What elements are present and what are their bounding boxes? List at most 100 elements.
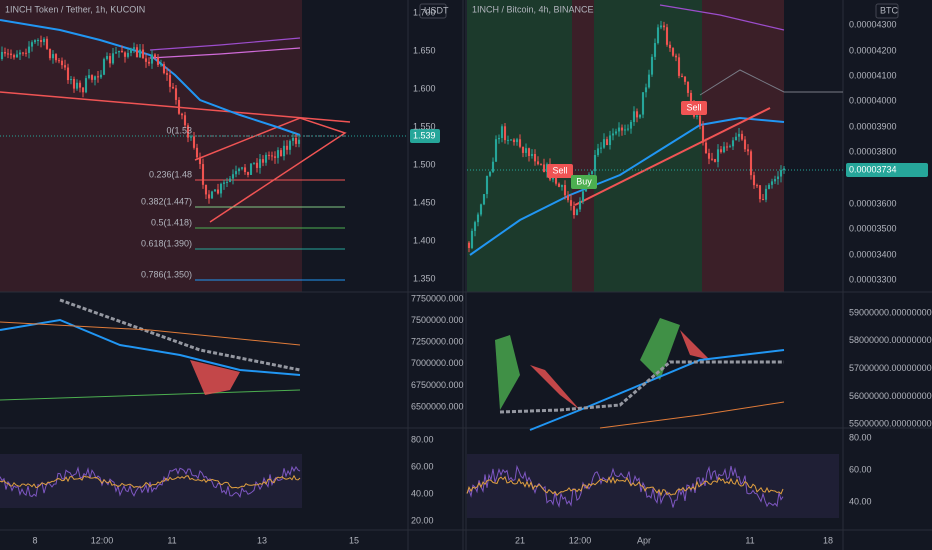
candle: [620, 127, 624, 131]
candle: [237, 168, 241, 172]
rsi-label: 20.00: [411, 515, 434, 525]
candle: [144, 58, 148, 62]
candle: [683, 76, 687, 82]
candle: [279, 150, 283, 157]
candle: [291, 137, 295, 141]
rsi-label: 40.00: [411, 488, 434, 498]
candle: [93, 76, 97, 80]
candle: [482, 194, 486, 205]
price-label: 0.00003600: [849, 198, 897, 208]
time-label: 21: [515, 535, 525, 545]
candle: [117, 50, 121, 53]
candle: [503, 126, 507, 141]
candle: [201, 164, 205, 185]
time-label: 12:00: [569, 535, 592, 545]
candle: [755, 185, 759, 187]
candle: [689, 92, 693, 102]
candle: [734, 136, 738, 141]
time-label: 11: [745, 535, 754, 545]
candle: [186, 125, 190, 138]
candle: [713, 159, 717, 162]
candle: [33, 40, 37, 43]
indicator-label: 7000000.000: [411, 358, 464, 368]
fib-label: 0(1.53: [166, 125, 192, 135]
candle: [297, 139, 301, 144]
currency-box: [875, 3, 899, 19]
candle: [102, 59, 106, 75]
candle: [219, 183, 223, 194]
indicator-label: 7750000.000: [411, 293, 464, 303]
candle: [725, 146, 729, 148]
candle: [608, 135, 612, 145]
time-label: 15: [349, 535, 359, 545]
candle: [288, 140, 292, 150]
moving-average: [0, 19, 301, 136]
price-label: 0.00003500: [849, 223, 897, 233]
candle: [0, 52, 4, 59]
candle: [686, 81, 690, 93]
time-label: 13: [257, 535, 267, 545]
indicator-line: [0, 318, 301, 376]
candle: [596, 148, 600, 156]
candle: [695, 115, 699, 117]
triangle: [194, 117, 347, 223]
candle: [108, 56, 112, 64]
cloud: [530, 365, 580, 410]
candle: [273, 156, 277, 158]
candle: [488, 171, 492, 176]
price-label: 1.650: [413, 45, 436, 55]
candle: [593, 155, 597, 172]
indicator-label: 58000000.00000000: [849, 335, 932, 345]
candle: [533, 154, 537, 162]
candle: [27, 46, 31, 53]
candle: [270, 155, 274, 157]
price-box: [410, 129, 440, 143]
candle: [192, 136, 196, 148]
candle: [255, 162, 259, 168]
price-label: 1.500: [413, 159, 436, 169]
rsi-lines: [0, 464, 784, 508]
rsi-label: 60.00: [411, 461, 434, 471]
candle: [668, 44, 672, 49]
candle: [653, 43, 657, 57]
indicator-line: [599, 401, 785, 429]
price-label: 0.00003400: [849, 249, 897, 259]
candle: [701, 125, 705, 143]
chart-title: 1INCH / Bitcoin, 4h, BINANCE: [472, 4, 594, 14]
fib-label: 0.236(1.48: [149, 169, 192, 179]
candle: [249, 163, 253, 175]
candle: [30, 42, 34, 47]
candle: [42, 38, 46, 43]
candle: [195, 147, 199, 158]
signal-box: [547, 164, 573, 178]
candle: [476, 214, 480, 223]
fib-label: 0.382(1.447): [141, 196, 192, 206]
currency-box: [419, 3, 447, 19]
candle: [57, 60, 61, 62]
candle: [204, 184, 208, 195]
candle: [15, 54, 19, 58]
chart-title: 1INCH Token / Tether, 1h, KUCOIN: [5, 4, 145, 14]
candle: [566, 195, 570, 201]
candle: [63, 65, 67, 68]
candle: [494, 139, 498, 162]
price-label: 1.550: [413, 121, 436, 131]
candle: [515, 139, 519, 143]
candle: [632, 111, 636, 122]
candle: [509, 139, 513, 141]
candle: [731, 140, 735, 147]
candle: [539, 164, 543, 166]
candle: [479, 204, 483, 215]
cloud: [495, 335, 520, 410]
moving-average: [659, 4, 785, 31]
candle: [162, 64, 166, 74]
candle: [707, 153, 711, 159]
candle: [521, 146, 525, 153]
candle: [111, 53, 115, 64]
candle: [78, 82, 82, 88]
moving-average: [469, 116, 785, 256]
rsi-line: [466, 464, 784, 508]
candle: [261, 159, 265, 163]
candle: [198, 157, 202, 165]
candle: [54, 54, 58, 61]
